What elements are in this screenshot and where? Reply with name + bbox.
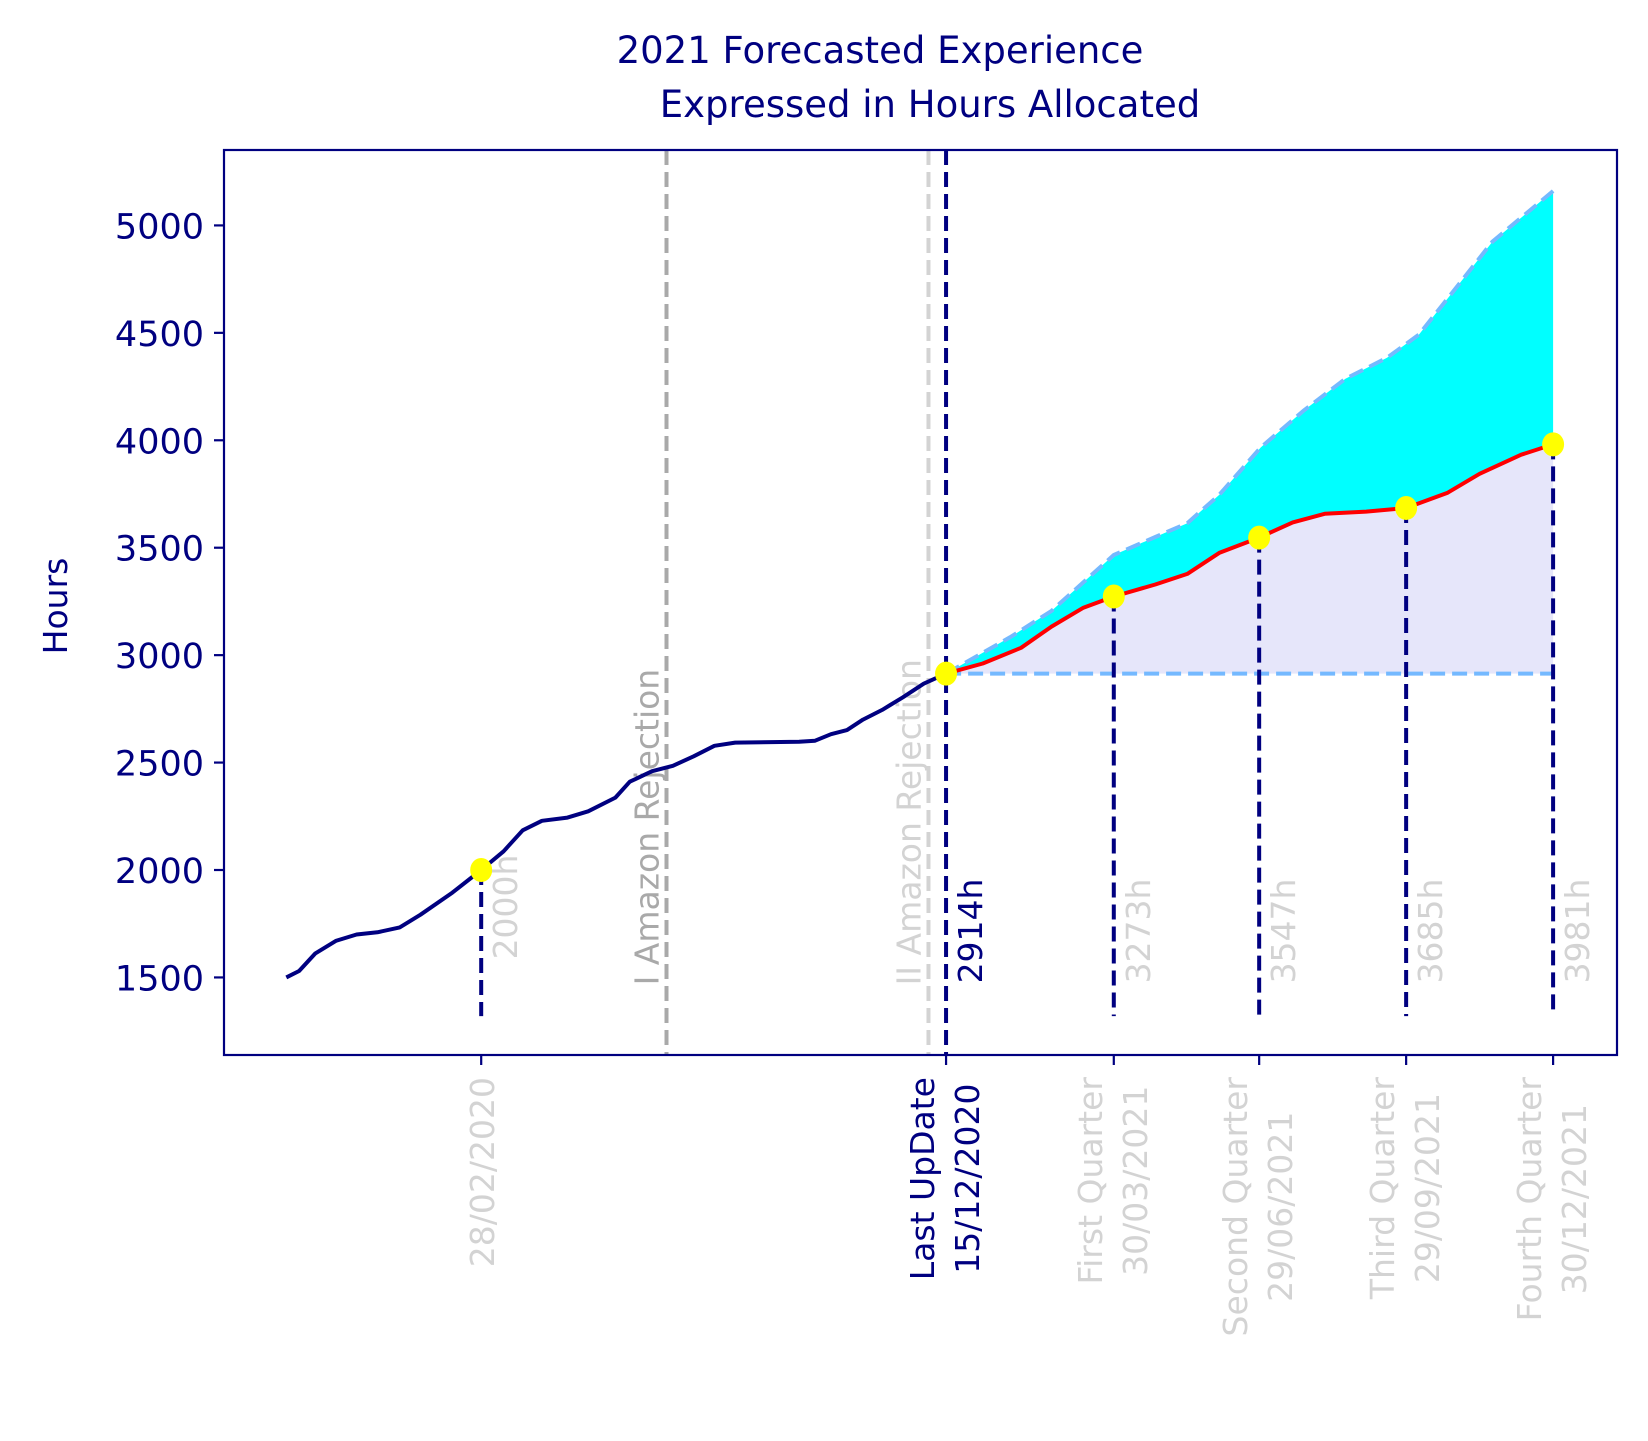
y-tick-label: 3000	[115, 637, 204, 677]
x-tick-label-line: Fourth Quarter	[1510, 1077, 1549, 1322]
chart-title-line-1: 2021 Forecasted Experience	[617, 29, 1144, 72]
milestone-marker-5	[1395, 495, 1418, 520]
milestone-marker-3	[1102, 584, 1125, 609]
x-tick-label-5: Third Quarter 29/09/2021	[1363, 1077, 1447, 1301]
history-line	[285, 671, 947, 980]
x-tick-label-line: 28/02/2020	[463, 1077, 502, 1267]
y-tick-label: 2500	[115, 745, 204, 785]
x-tick-label-line: Last UpDate	[903, 1077, 942, 1280]
milestone-label-6: 3981h	[1558, 879, 1597, 984]
y-tick-label: 1500	[115, 959, 204, 999]
y-tick-label: 3500	[115, 530, 204, 570]
x-tick-label-2: Last UpDate 15/12/2020	[903, 1077, 987, 1280]
y-axis-label: Hours	[36, 558, 75, 655]
milestone-label-2: 2914h	[951, 879, 990, 984]
fill-baseline-to-forecast	[946, 444, 1554, 674]
y-tick-label: 2000	[115, 852, 204, 892]
fill-forecast-to-upper-bound	[946, 191, 1554, 674]
event-label-2: II Amazon Rejection	[889, 659, 928, 985]
plot-frame	[222, 148, 1619, 1057]
x-tick-label-1: 28/02/2020	[463, 1077, 502, 1267]
x-tick-label-3: First Quarter 30/03/2021	[1071, 1077, 1155, 1285]
milestone-label-3: 3273h	[1119, 879, 1158, 984]
event-label-1: I Amazon Rejection	[628, 669, 667, 986]
y-tick-label: 5000	[115, 207, 204, 247]
milestone-marker-2	[935, 661, 958, 686]
x-tick-label-line: 15/12/2020	[948, 1084, 987, 1274]
y-tick-label: 4000	[115, 422, 204, 462]
x-tick-label-line: 29/09/2021	[1408, 1093, 1447, 1283]
chart-title-line-2: Expressed in Hours Allocated	[660, 83, 1200, 126]
x-tick-label-line: Third Quarter	[1363, 1077, 1402, 1301]
x-tick-label-4: Second Quarter 29/06/2021	[1216, 1077, 1300, 1337]
forecast-line	[945, 442, 1554, 676]
y-tick-label: 4500	[115, 315, 204, 355]
upper-bound-line	[945, 189, 1555, 676]
milestone-label-1: 2000h	[486, 855, 525, 960]
x-tick-label-6: Fourth Quarter 30/12/2021	[1510, 1077, 1594, 1322]
x-tick-label-line: Second Quarter	[1216, 1077, 1255, 1337]
x-tick-label-line: 30/03/2021	[1116, 1086, 1155, 1276]
milestone-label-4: 3547h	[1264, 879, 1303, 984]
milestone-marker-1	[470, 858, 493, 883]
milestone-marker-4	[1248, 525, 1271, 550]
x-tick-label-line: 30/12/2021	[1555, 1104, 1594, 1294]
milestone-label-5: 3685h	[1411, 879, 1450, 984]
x-tick-label-line: 29/06/2021	[1261, 1112, 1300, 1302]
milestone-marker-6	[1542, 432, 1565, 457]
x-tick-label-line: First Quarter	[1071, 1077, 1110, 1285]
